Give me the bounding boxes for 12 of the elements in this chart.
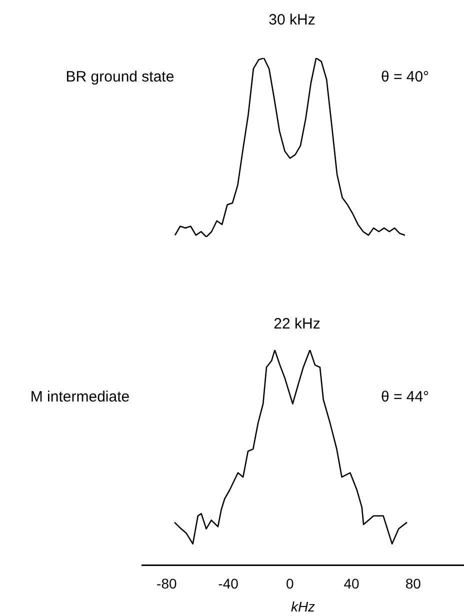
annotation: θ = 44°	[380, 388, 430, 406]
text: M intermediate	[30, 388, 130, 406]
text: 22 kHz	[274, 316, 320, 332]
x-axis-title: kHz	[290, 598, 316, 614]
annotation: BR ground state	[66, 68, 174, 86]
annotation: θ = 40°	[380, 68, 430, 86]
x-tick-label: 40	[344, 576, 360, 592]
text: 30 kHz	[268, 12, 316, 28]
x-tick-label: -40	[218, 576, 239, 592]
x-tick-label: 80	[405, 576, 422, 592]
x-tick-label: 0	[286, 576, 294, 592]
x-tick-label: -80	[156, 576, 177, 592]
